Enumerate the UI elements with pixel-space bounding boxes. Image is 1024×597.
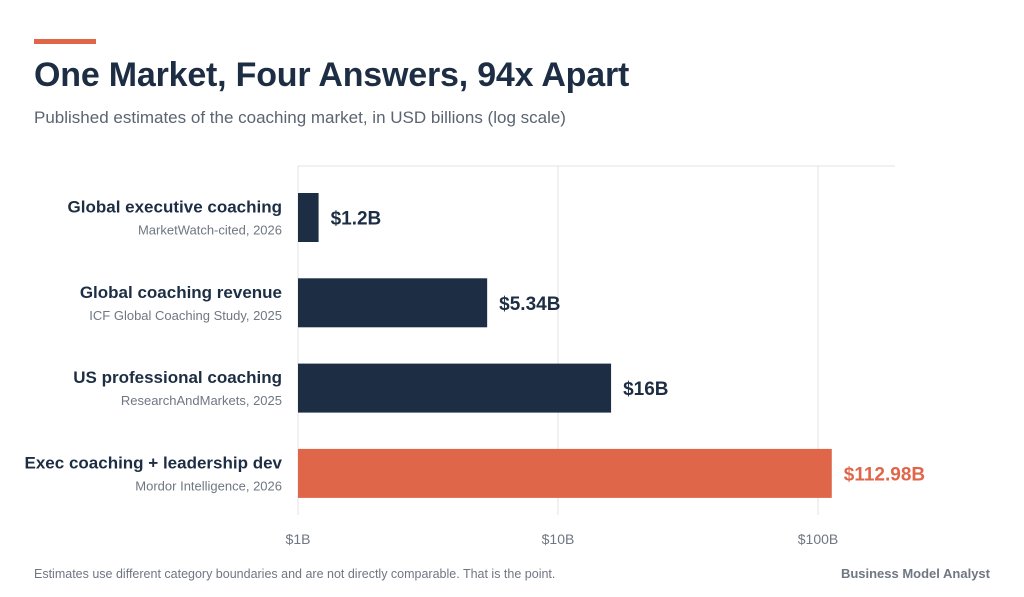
x-tick-label-0: $1B [286,531,311,547]
category-source-0: MarketWatch-cited, 2026 [138,223,282,238]
bar-0 [298,193,319,242]
bar-value-label-3: $112.98B [844,464,925,485]
category-source-2: ResearchAndMarkets, 2025 [121,393,282,408]
bar-3 [298,448,832,498]
category-label-1: Global coaching revenue [80,283,282,302]
chart-title: One Market, Four Answers, 94x Apart [34,56,630,94]
bar-2 [298,363,612,413]
chart-footnote: Estimates use different category boundar… [34,567,556,581]
bar-value-label-2: $16B [623,379,668,400]
x-tick-label-2: $100B [798,531,838,547]
chart-subtitle: Published estimates of the coaching mark… [34,108,566,127]
title-accent-bar [34,39,96,44]
x-tick-label-1: $10B [542,531,575,547]
bar-value-label-1: $5.34B [499,294,560,315]
category-label-2: US professional coaching [73,368,282,387]
category-label-3: Exec coaching + leadership dev [25,453,283,472]
category-source-3: Mordor Intelligence, 2026 [135,478,282,493]
category-label-0: Global executive coaching [68,198,282,217]
bar-value-label-0: $1.2B [331,209,382,230]
bar-1 [298,278,488,328]
brand-name: Business Model Analyst [840,566,990,581]
category-source-1: ICF Global Coaching Study, 2025 [89,308,282,323]
